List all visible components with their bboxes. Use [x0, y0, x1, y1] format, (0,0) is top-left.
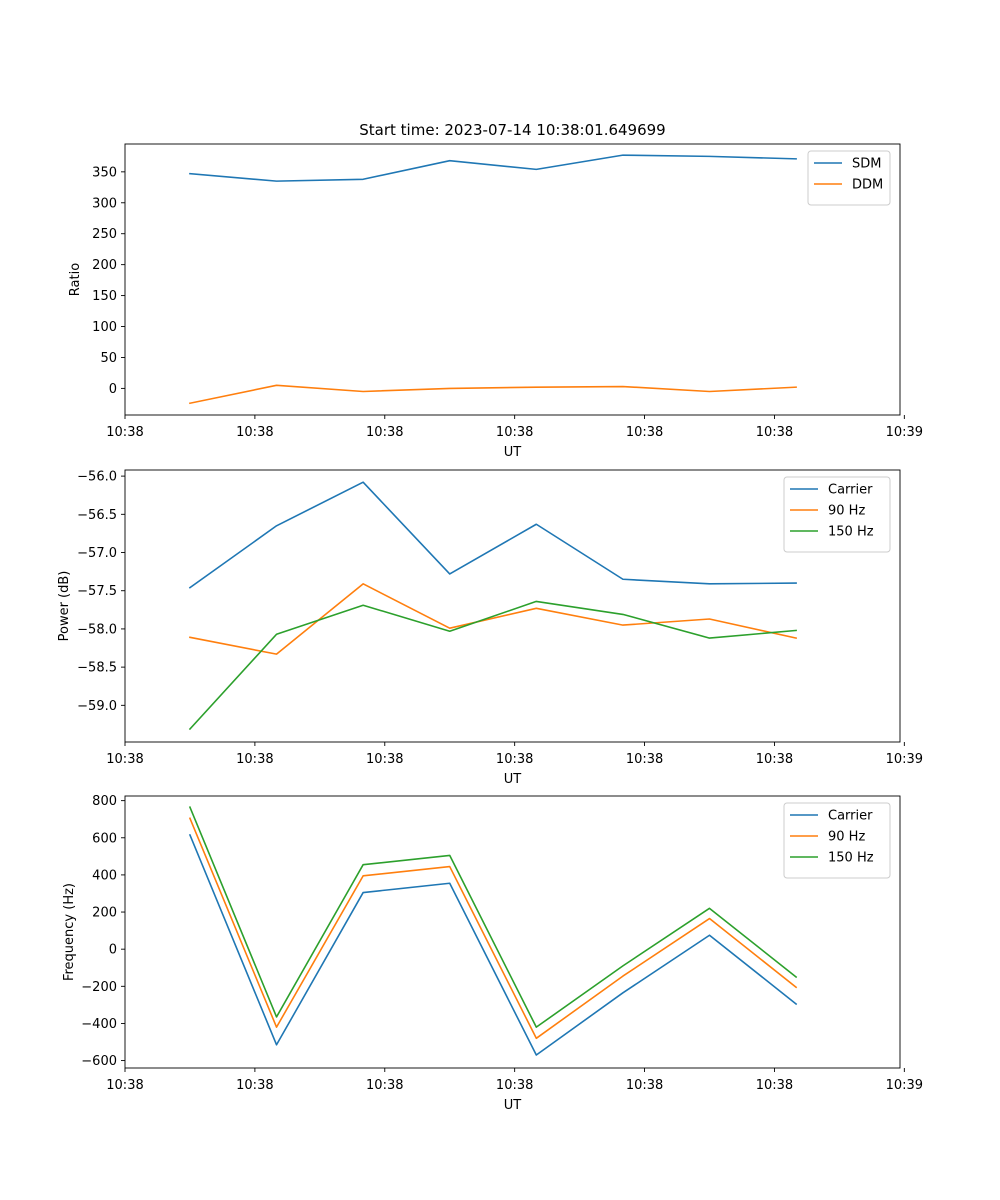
y-tick-label: −57.0 — [77, 546, 117, 561]
legend-label: Carrier — [828, 483, 873, 498]
x-tick-label: 10:39 — [886, 1078, 923, 1093]
legend-label: 150 Hz — [828, 525, 874, 540]
y-tick-label: 400 — [92, 868, 117, 883]
chart-title: Start time: 2023-07-14 10:38:01.649699 — [359, 121, 665, 139]
y-tick-label: −600 — [81, 1054, 117, 1069]
x-tick-label: 10:38 — [366, 752, 403, 767]
x-tick-label: 10:39 — [886, 425, 923, 440]
legend: Carrier 90 Hz 150 Hz — [783, 476, 891, 553]
y-tick-label: −56.5 — [77, 508, 117, 523]
y-tick-label: 100 — [92, 320, 117, 335]
series-line-sdm — [189, 154, 797, 182]
y-tick-label: −56.0 — [77, 470, 117, 485]
y-tick-label: 300 — [92, 196, 117, 211]
legend-label: Carrier — [828, 809, 873, 824]
legend: SDM DDM — [807, 150, 891, 206]
chart-1: 10:38 10:38 10:38 10:38 10:38 10:38 10:39 0 50 10… — [68, 121, 923, 460]
x-tick-label: 10:38 — [366, 1078, 403, 1093]
series-line-carrier — [188, 833, 798, 1056]
y-tick-label: −200 — [81, 980, 117, 995]
x-tick-label: 10:38 — [236, 425, 273, 440]
y-tick-label: 200 — [92, 906, 117, 921]
y-tick-label: 0 — [109, 382, 117, 397]
y-tick-label: 150 — [92, 289, 117, 304]
y-tick-label: 250 — [92, 227, 117, 242]
y-tick-label: 200 — [92, 258, 117, 273]
x-axis-label: UT — [504, 1098, 522, 1113]
x-axis-label: UT — [504, 772, 522, 787]
legend-label: 150 Hz — [828, 851, 874, 866]
y-tick-label: −58.5 — [77, 661, 117, 676]
x-tick-label: 10:38 — [496, 1078, 533, 1093]
series-line-150-hz — [188, 600, 797, 731]
y-tick-label: −59.0 — [77, 699, 117, 714]
x-tick-label: 10:38 — [106, 752, 143, 767]
legend-label: SDM — [852, 157, 881, 172]
axes-frame — [124, 143, 901, 416]
x-tick-label: 10:38 — [756, 425, 793, 440]
axes-frame — [124, 795, 901, 1069]
x-tick-label: 10:38 — [626, 425, 663, 440]
legend-box — [783, 802, 891, 879]
x-tick-label: 10:38 — [496, 752, 533, 767]
chart-3: 10:38 10:38 10:38 10:38 10:38 10:38 10:39 800 60… — [62, 794, 923, 1113]
legend-label: 90 Hz — [828, 504, 865, 519]
x-tick-label: 10:38 — [366, 425, 403, 440]
x-tick-label: 10:39 — [886, 752, 923, 767]
y-tick-label: −58.0 — [77, 622, 117, 637]
y-tick-label: 50 — [100, 351, 117, 366]
y-tick-label: −57.5 — [77, 584, 117, 599]
y-tick-label: 0 — [109, 943, 117, 958]
plots: 10:38 10:38 10:38 10:38 10:38 10:38 10:39 0 50 10… — [57, 121, 923, 1113]
x-tick-label: 10:38 — [106, 1078, 143, 1093]
y-tick-label: 350 — [92, 165, 117, 180]
chart-2: 10:38 10:38 10:38 10:38 10:38 10:38 10:39 −56.0… — [57, 469, 923, 787]
legend-box — [807, 150, 891, 206]
y-tick-label: −400 — [81, 1017, 117, 1032]
y-axis-label: Frequency (Hz) — [62, 883, 77, 981]
x-tick-label: 10:38 — [236, 752, 273, 767]
legend-label: 90 Hz — [828, 830, 865, 845]
series-line-90-hz — [189, 583, 798, 655]
x-tick-label: 10:38 — [496, 425, 533, 440]
y-axis-label: Ratio — [68, 263, 83, 296]
legend-label: DDM — [852, 178, 883, 193]
y-tick-label: 800 — [92, 794, 117, 809]
x-axis-label: UT — [504, 445, 522, 460]
x-tick-label: 10:38 — [626, 752, 663, 767]
series-line-90-hz — [188, 817, 798, 1040]
y-axis-label: Power (dB) — [57, 571, 72, 642]
y-tick-label: 600 — [92, 831, 117, 846]
x-tick-label: 10:38 — [236, 1078, 273, 1093]
axes-frame — [124, 469, 901, 743]
series-line-carrier — [188, 481, 797, 589]
x-tick-label: 10:38 — [626, 1078, 663, 1093]
legend: Carrier 90 Hz 150 Hz — [783, 802, 891, 879]
x-tick-label: 10:38 — [756, 752, 793, 767]
series-line-150-hz — [188, 806, 798, 1028]
legend-box — [783, 476, 891, 553]
x-tick-label: 10:38 — [756, 1078, 793, 1093]
x-tick-label: 10:38 — [106, 425, 143, 440]
series-line-ddm — [188, 384, 797, 405]
